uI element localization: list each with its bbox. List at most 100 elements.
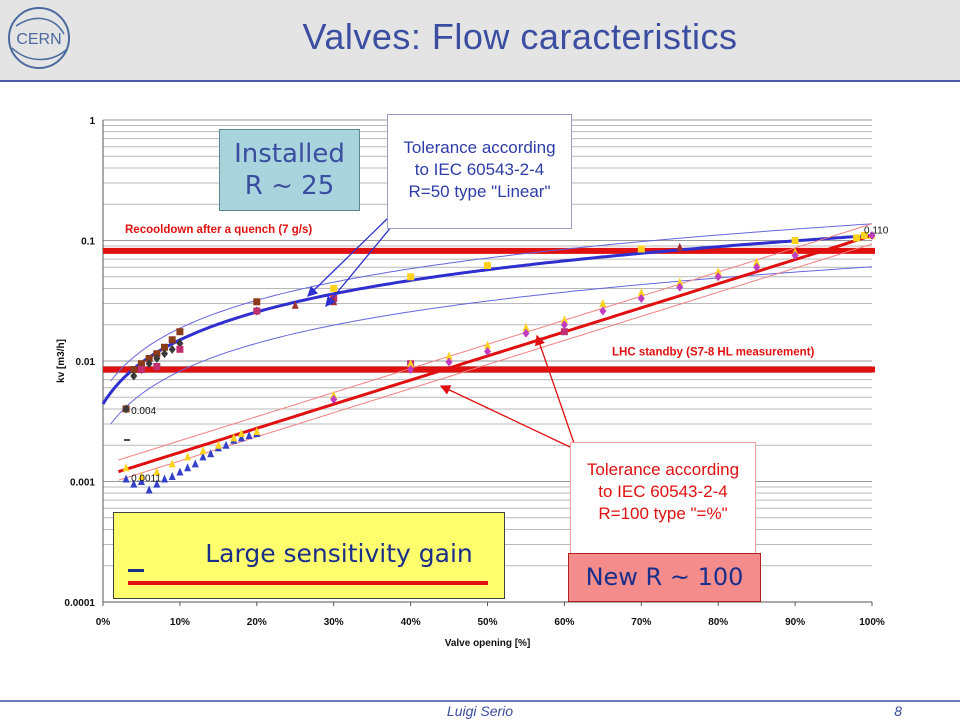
y-axis-title: kv [m3/h] [56,339,67,383]
tolerance-linear-callout: Tolerance according to IEC 60543-2-4 R=5… [387,114,572,229]
data-point-new [868,231,876,241]
data-point-new [122,474,130,483]
installed-tolerance-lower [110,266,873,425]
data-point-new [168,472,176,481]
data-point-new [445,357,453,367]
gain-legend-red-swatch [128,581,488,585]
data-point-new [237,433,245,442]
slide-title: Valves: Flow caracteristics [302,16,738,57]
x-tick-label: 80% [708,617,728,628]
footer-author: Luigi Serio [446,703,514,719]
cern-logo: CERN [8,7,70,69]
x-tick-label: 50% [477,617,497,628]
data-point-new [191,459,199,468]
data-label: 0.0011 [131,474,161,485]
data-point-new [214,440,222,449]
data-point-new [637,288,645,297]
data-point-new [145,485,153,494]
data-point-new [522,328,530,338]
data-point-new [153,479,161,488]
data-label: 0.110 [864,226,889,237]
data-point-new [184,452,192,461]
data-point-new [245,431,253,440]
data-point-new [176,467,184,476]
data-point-installed [168,336,176,344]
data-point-installed [161,343,169,351]
data-point-new [599,299,607,308]
data-point-new [122,463,130,472]
data-point-new [237,429,245,438]
tolerance-linear-line: R=50 type "Linear" [408,182,551,201]
data-point-installed [253,298,261,306]
x-tick-label: 0% [96,617,111,628]
data-point-installed [161,349,169,359]
data-point-new [230,433,238,442]
data-point-installed [122,404,130,414]
data-point-new [330,394,338,404]
data-points [122,231,876,494]
data-point-installed [168,344,176,354]
data-point-installed [176,345,184,353]
data-point-new [137,477,145,485]
installed-label: Installed [234,139,345,169]
x-tick-label: 40% [401,617,421,628]
data-point-new [714,272,722,282]
reference-line-label: Recooldown after a quench (7 g/s) [125,224,312,236]
data-point-new [714,267,722,276]
installed-fit-curve [101,234,873,405]
data-point-new [753,257,761,266]
data-point-installed [853,234,861,242]
page-number: 8 [894,703,902,719]
y-tick-label: 0.0001 [64,598,95,609]
x-axis-title: Valve opening [%] [445,638,531,649]
y-tick-label: 0.1 [81,237,95,248]
x-tick-label: 60% [554,617,574,628]
data-point-installed [407,273,415,281]
data-point-installed [291,300,299,309]
data-point-installed [137,366,145,374]
arrow-to-installed-fit [325,225,393,308]
data-point-new [130,479,138,488]
reference-line [103,247,875,254]
x-tick-label: 100% [859,617,885,628]
tolerance-equal-percent-callout: Tolerance according to IEC 60543-2-4 R=1… [570,442,756,554]
data-point-new [168,459,176,468]
data-point-installed [130,366,138,374]
logo-text: CERN [16,31,61,48]
data-label: 0.004 [131,406,156,417]
slide-header: CERN Valves: Flow caracteristics [0,0,960,80]
data-point-new [199,452,207,461]
data-point-installed [145,359,153,369]
new-fit-curve [117,234,873,474]
x-tick-label: 30% [324,617,344,628]
data-point-installed [153,350,161,358]
data-point-new [599,306,607,316]
data-point-installed [153,353,161,363]
reference-line-label: LHC standby (S7-8 HL measurement) [612,347,815,359]
data-point-installed [637,245,645,253]
installed-ratio: R ~ 25 [244,171,335,201]
data-point-installed [560,328,568,336]
data-point-installed [791,237,799,244]
data-point-new [184,463,192,472]
data-point-installed [145,354,153,362]
data-point-new [676,282,684,292]
gain-legend-blue-swatch [128,569,144,572]
tolerance-equal-line: R=100 type "=%" [598,504,728,523]
sensitivity-gain-text: Large sensitivity gain [205,539,473,568]
data-point-new [330,390,338,399]
data-point-new [222,440,230,449]
data-point-new [407,365,415,375]
footer-rule [0,700,960,702]
reference-lines [103,247,875,373]
data-point-new [207,449,215,458]
x-tick-label: 70% [631,617,651,628]
tolerance-equal-line: to IEC 60543-2-4 [598,482,728,501]
data-point-new [199,446,207,455]
data-point-installed [330,284,338,292]
data-point-new [560,320,568,330]
arrow-to-new-fit [535,334,575,444]
header-rule [0,80,960,82]
reference-line [103,366,875,373]
